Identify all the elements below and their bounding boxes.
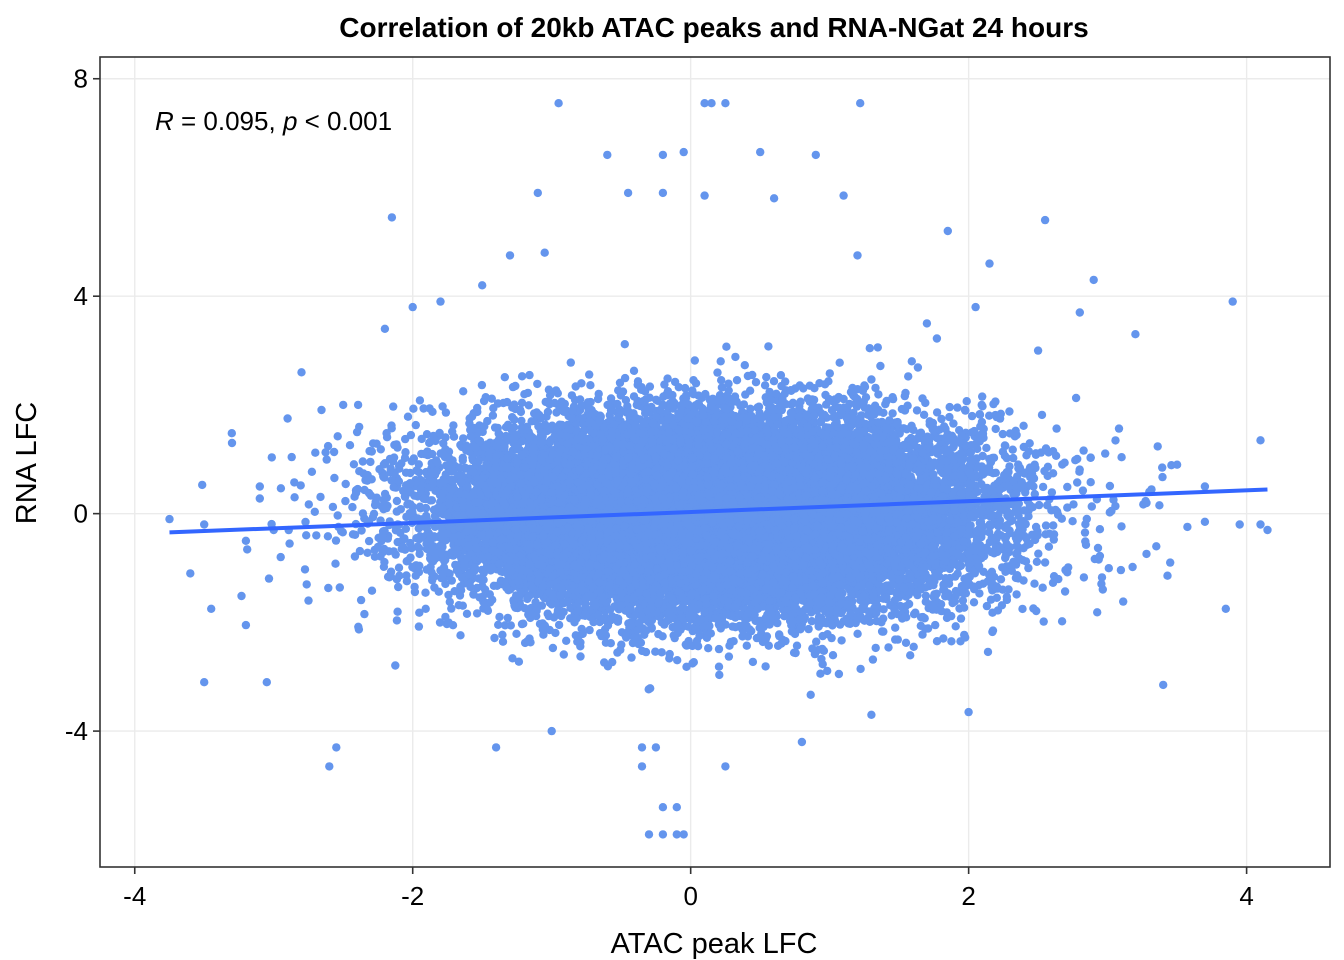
data-point xyxy=(879,605,888,614)
data-point xyxy=(962,397,971,406)
data-point xyxy=(414,622,424,631)
data-point xyxy=(1119,597,1128,606)
data-point xyxy=(1117,453,1126,462)
data-point xyxy=(276,484,286,493)
data-point xyxy=(969,598,979,607)
data-point xyxy=(363,548,372,557)
data-point xyxy=(868,655,878,664)
data-point xyxy=(1093,543,1103,553)
data-point xyxy=(364,536,374,546)
data-point xyxy=(1039,617,1048,626)
data-point xyxy=(951,622,960,631)
data-point xyxy=(600,658,609,667)
data-point xyxy=(996,575,1006,584)
data-point xyxy=(956,614,966,623)
data-point xyxy=(761,662,770,671)
data-point xyxy=(901,638,911,647)
data-point xyxy=(1012,590,1021,599)
data-point xyxy=(713,368,722,377)
data-point xyxy=(1097,573,1107,582)
data-point xyxy=(937,414,946,424)
data-point xyxy=(389,402,398,411)
data-point xyxy=(415,608,424,617)
data-point xyxy=(1018,604,1027,614)
data-point xyxy=(816,669,825,678)
data-point xyxy=(354,625,364,634)
data-point xyxy=(394,563,404,572)
data-point xyxy=(853,629,862,638)
data-point xyxy=(559,650,568,659)
data-point xyxy=(287,452,296,462)
data-point xyxy=(333,511,342,520)
data-point xyxy=(740,361,749,370)
data-point xyxy=(837,636,846,645)
data-point xyxy=(447,576,456,585)
data-point xyxy=(1071,393,1081,403)
data-point xyxy=(554,620,564,630)
data-point xyxy=(658,632,667,641)
data-point xyxy=(331,536,341,545)
data-point xyxy=(932,637,942,646)
data-point xyxy=(825,369,834,378)
data-points xyxy=(165,99,1272,839)
data-point xyxy=(879,627,888,636)
data-point xyxy=(369,509,379,518)
data-point xyxy=(585,625,594,635)
data-point xyxy=(888,409,897,418)
data-point xyxy=(651,647,660,656)
data-point xyxy=(409,404,418,413)
data-point xyxy=(680,383,690,393)
data-point xyxy=(264,574,274,583)
